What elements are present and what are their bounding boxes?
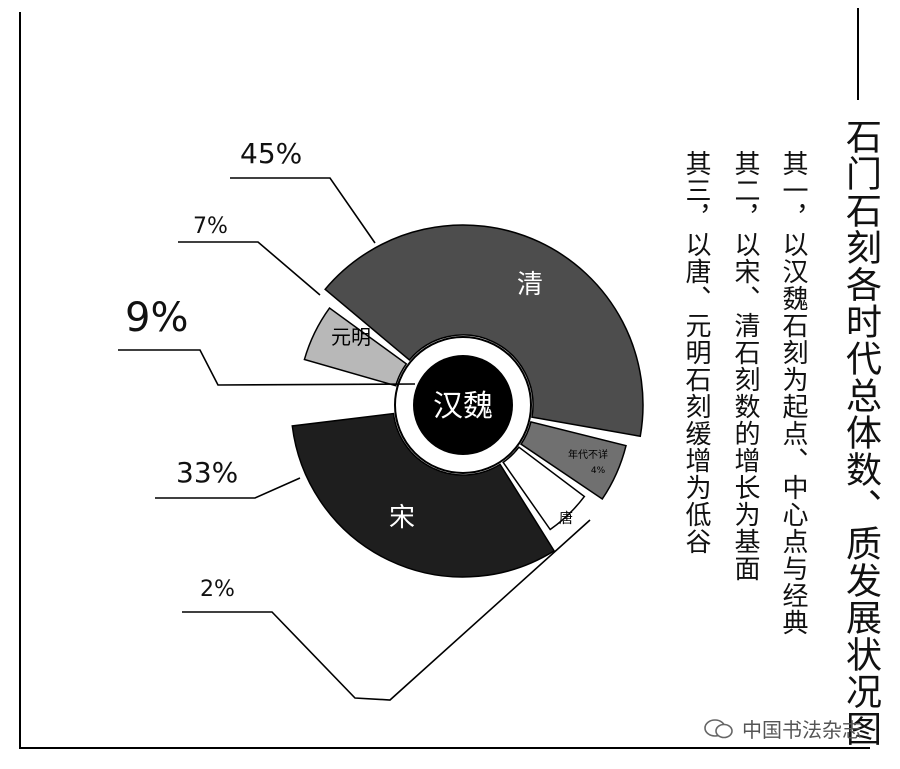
leader-line-45 (230, 177, 376, 244)
percent-label-33: 33% (176, 456, 238, 489)
slice-tang (502, 446, 586, 531)
slice-label-yuanming: 元明 (331, 325, 371, 349)
percent-label-2: 2% (200, 577, 235, 602)
leader-line-7 (178, 241, 321, 296)
subtitle-1: 其一，以汉魏石刻为起点、中心点与经典 (778, 150, 808, 636)
subtitle-2: 其二，以宋、清石刻数的增长为基面 (730, 150, 760, 582)
leader-line-2 (182, 519, 591, 701)
leader-line-33 (155, 477, 301, 499)
percent-label-7: 7% (193, 214, 228, 239)
watermark: 中国书法杂志 (704, 714, 862, 743)
slice-yuanming (303, 306, 408, 387)
slice-label-tang: 唐 (559, 510, 573, 527)
slice-unknown-era (519, 421, 627, 500)
percent-label-9: 9% (125, 295, 188, 341)
slice-song (291, 412, 556, 578)
subtitle-3: 其三，以唐、元明石刻缓增为低谷 (681, 150, 711, 555)
frame-line (19, 8, 870, 749)
slice-label-qing: 清 (517, 270, 543, 300)
slice-value-unknown: 4% (591, 466, 606, 476)
wechat-icon (704, 718, 733, 738)
slice-label-unknown: 年代不详 (568, 448, 608, 461)
watermark-text: 中国书法杂志 (742, 718, 862, 742)
slice-label-song: 宋 (389, 503, 415, 533)
slice-qing (324, 224, 644, 438)
percent-label-45: 45% (240, 137, 302, 170)
center-disc (413, 355, 513, 455)
center-label: 汉魏 (433, 389, 493, 424)
chart-title: 石门石刻各时代总体数、质发展状况图 (840, 118, 881, 747)
leader-line-9 (118, 349, 416, 386)
